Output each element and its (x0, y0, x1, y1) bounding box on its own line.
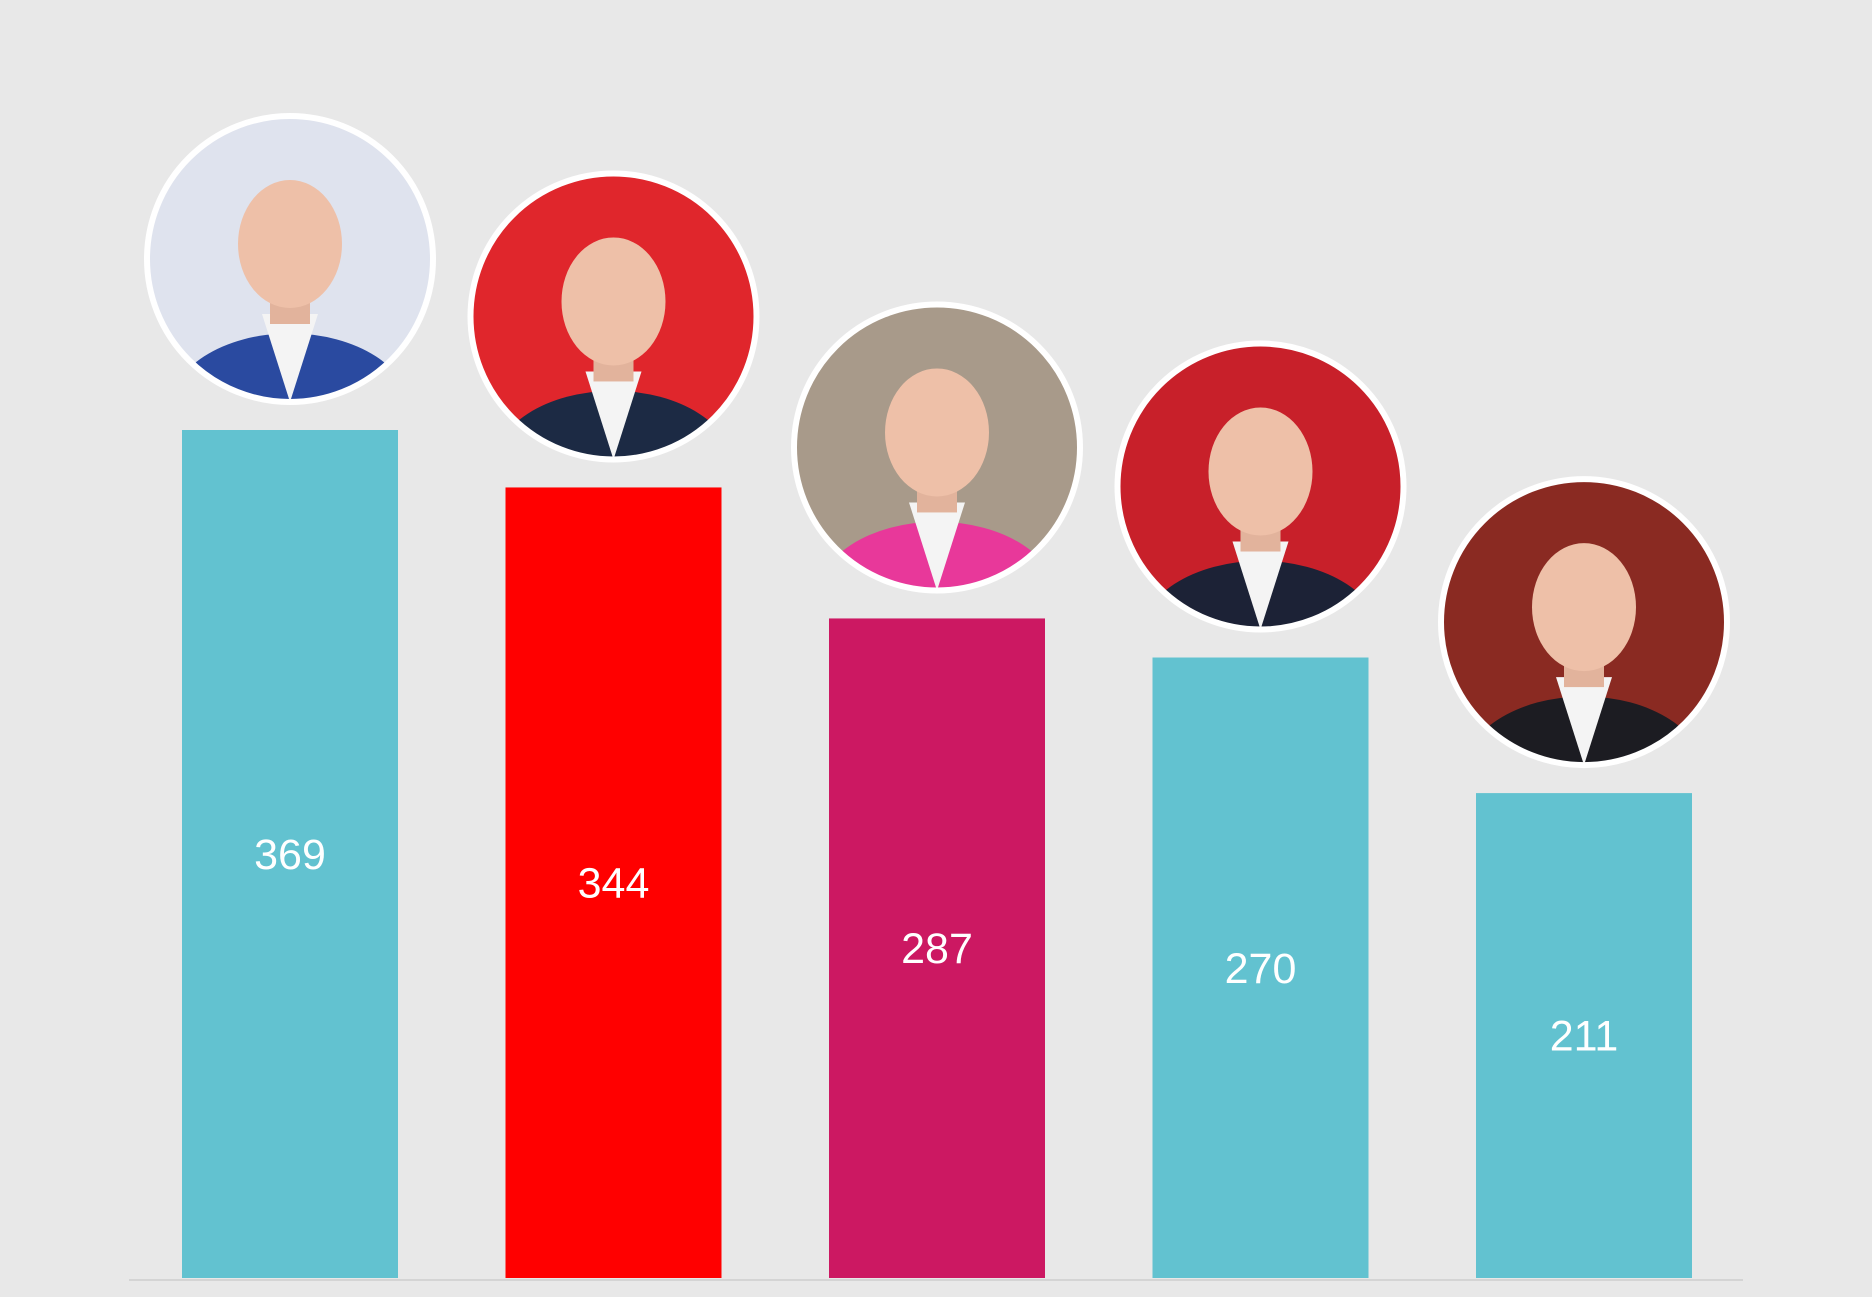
avatar-photo (1441, 479, 1727, 766)
bar (182, 430, 398, 1278)
avatar-border (1114, 340, 1407, 633)
bar (1476, 793, 1692, 1278)
avatar-photo (1117, 343, 1404, 630)
avatar-photo (470, 173, 757, 460)
bar (829, 618, 1045, 1278)
avatar-border (144, 113, 436, 405)
bar (505, 487, 722, 1278)
data-label: 344 (578, 860, 650, 908)
data-label: 211 (1550, 1013, 1619, 1061)
avatar-border (467, 170, 760, 463)
avatar-border (1438, 476, 1730, 769)
bar (1152, 657, 1369, 1278)
avatar-photo (147, 116, 433, 402)
avatar-border (791, 301, 1083, 594)
avatar-photo (794, 304, 1080, 591)
data-label: 270 (1225, 945, 1297, 993)
data-label: 369 (254, 831, 326, 879)
data-label: 287 (901, 925, 973, 973)
